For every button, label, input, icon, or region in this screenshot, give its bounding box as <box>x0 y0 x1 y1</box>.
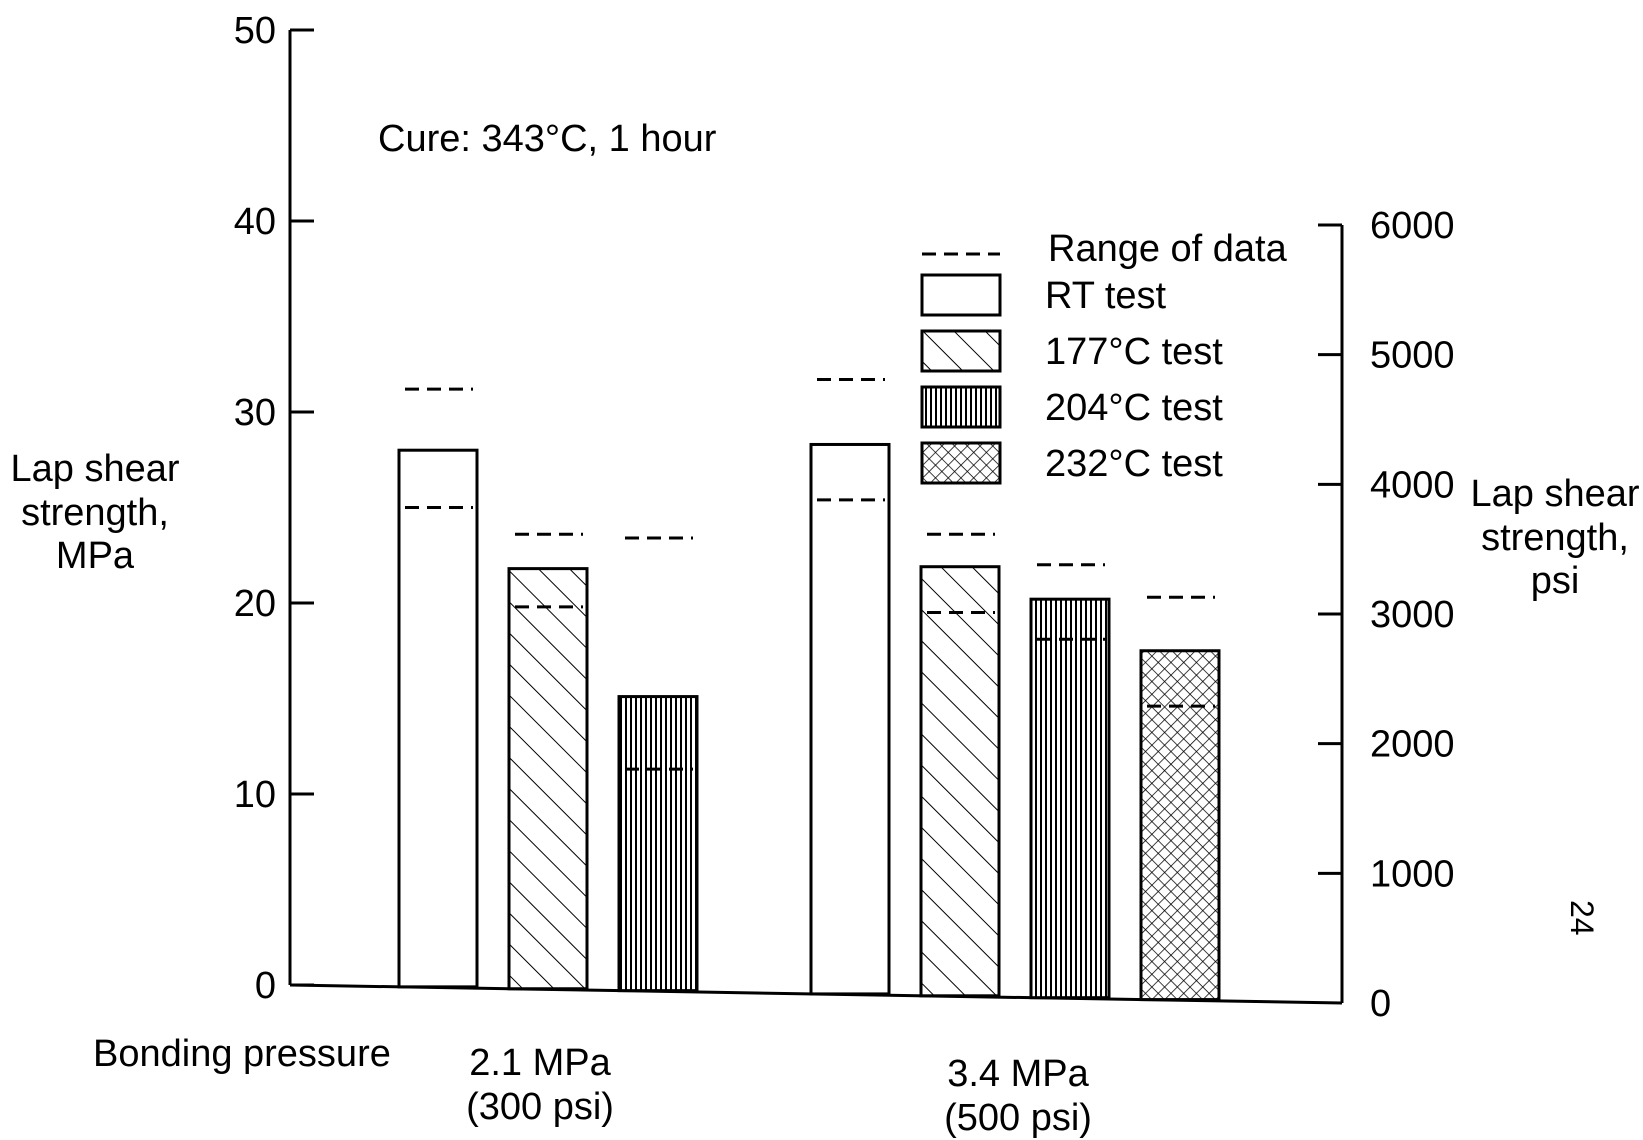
right-tick-label-3000: 3000 <box>1370 594 1455 636</box>
legend-swatch-0 <box>920 273 1002 317</box>
left-axis-label: Lap shear strength, MPa <box>10 448 180 579</box>
bar-g1-177ctest <box>919 565 1001 998</box>
legend-swatch-1 <box>920 329 1002 373</box>
axes: 0 10 20 30 40 50 0 1000 2000 3000 4000 5000 6000 <box>234 10 1455 1025</box>
group-label-3-4-mpa-line2: (500 psi) <box>944 1096 1092 1139</box>
group-label-3-4-mpa: 3.4 MPa (500 psi) <box>918 1053 1118 1140</box>
bar-g0-204ctest <box>617 695 699 993</box>
legend-swatch-3 <box>920 441 1002 485</box>
legend-range-label: Range of data <box>1048 228 1288 270</box>
left-axis-label-line1: Lap shear <box>10 448 180 490</box>
cure-annotation: Cure: 343°C, 1 hour <box>378 118 717 160</box>
x-axis-title: Bonding pressure <box>93 1033 391 1075</box>
legend: Range of data RT test 177°C test 204°C test… <box>920 228 1288 485</box>
bars <box>397 378 1221 1002</box>
bar-g0-rttest <box>397 448 479 989</box>
legend-label-1: 177°C test <box>1045 331 1223 373</box>
left-tick-label-40: 40 <box>234 201 276 243</box>
left-tick-label-30: 30 <box>234 392 276 434</box>
right-tick-label-6000: 6000 <box>1370 205 1455 247</box>
bar-g1-204ctest <box>1029 597 1111 1000</box>
right-tick-label-2000: 2000 <box>1370 724 1455 766</box>
right-tick-label-0: 0 <box>1370 983 1391 1025</box>
left-tick-label-10: 10 <box>234 774 276 816</box>
legend-swatch-2 <box>920 385 1002 429</box>
right-tick-label-4000: 4000 <box>1370 464 1455 506</box>
right-axis-label-line2: strength, <box>1481 516 1629 559</box>
right-axis-label-line1: Lap shear <box>1470 473 1640 515</box>
legend-label-2: 204°C test <box>1045 387 1223 429</box>
left-axis-label-line3: MPa <box>55 535 135 578</box>
right-tick-label-5000: 5000 <box>1370 335 1455 377</box>
group-label-2-1-mpa-line2: (300 psi) <box>466 1085 614 1128</box>
bar-g1-rttest <box>809 442 891 996</box>
left-tick-label-0: 0 <box>255 965 276 1007</box>
bar-g1-232ctest <box>1139 649 1221 1002</box>
group-label-2-1-mpa: 2.1 MPa (300 psi) <box>440 1042 640 1129</box>
left-tick-label-20: 20 <box>234 583 276 625</box>
group-label-2-1-mpa-line1: 2.1 MPa <box>469 1042 611 1084</box>
left-axis-label-line2: strength, <box>21 491 169 534</box>
right-tick-label-1000: 1000 <box>1370 853 1455 895</box>
left-tick-label-50: 50 <box>234 10 276 52</box>
page-number: 24 <box>1564 900 1600 936</box>
legend-label-3: 232°C test <box>1045 443 1223 485</box>
group-label-3-4-mpa-line1: 3.4 MPa <box>947 1053 1089 1095</box>
legend-label-0: RT test <box>1045 275 1167 317</box>
bar-g0-177ctest <box>507 567 589 991</box>
right-axis-label: Lap shear strength, psi <box>1467 473 1643 604</box>
right-axis-label-line3: psi <box>1530 560 1580 603</box>
